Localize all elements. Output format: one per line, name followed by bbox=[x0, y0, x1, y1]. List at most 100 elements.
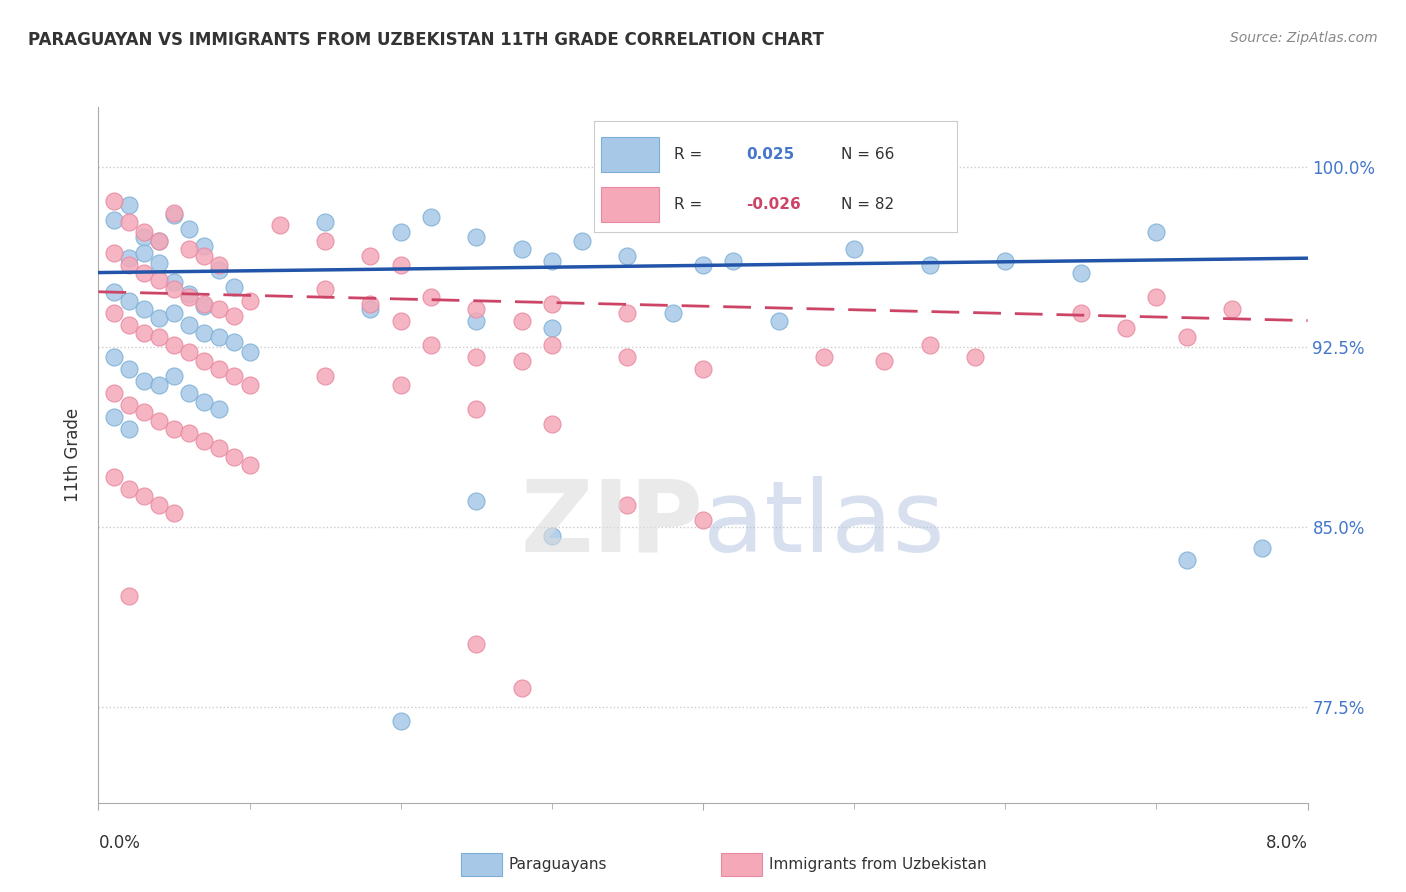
Point bbox=[193, 434, 215, 448]
Point bbox=[269, 218, 291, 232]
Point bbox=[163, 337, 186, 351]
Point bbox=[118, 215, 141, 229]
Point bbox=[118, 590, 141, 604]
Point bbox=[208, 259, 231, 273]
Point bbox=[179, 242, 201, 256]
Point bbox=[179, 385, 201, 400]
Point bbox=[132, 489, 155, 503]
Point bbox=[193, 395, 215, 409]
Point bbox=[148, 498, 170, 512]
Point bbox=[510, 313, 533, 327]
Text: ZIP: ZIP bbox=[520, 476, 703, 573]
Point bbox=[118, 361, 141, 376]
Point bbox=[179, 318, 201, 333]
Point bbox=[148, 414, 170, 428]
Point bbox=[1146, 225, 1168, 239]
Point bbox=[132, 229, 155, 244]
Point bbox=[616, 498, 638, 512]
Point bbox=[118, 482, 141, 496]
Point bbox=[692, 259, 714, 273]
Point bbox=[163, 282, 186, 296]
Point bbox=[118, 318, 141, 333]
Point bbox=[541, 253, 564, 268]
Text: PARAGUAYAN VS IMMIGRANTS FROM UZBEKISTAN 11TH GRADE CORRELATION CHART: PARAGUAYAN VS IMMIGRANTS FROM UZBEKISTAN… bbox=[28, 31, 824, 49]
Point bbox=[389, 225, 412, 239]
Point bbox=[813, 350, 835, 364]
Point bbox=[692, 361, 714, 376]
Point bbox=[132, 266, 155, 280]
Point bbox=[163, 306, 186, 320]
Point bbox=[1115, 320, 1137, 334]
Point bbox=[360, 297, 382, 311]
Point bbox=[103, 469, 125, 483]
Point bbox=[662, 306, 685, 320]
Text: Immigrants from Uzbekistan: Immigrants from Uzbekistan bbox=[769, 857, 987, 871]
Point bbox=[193, 354, 215, 368]
Point bbox=[692, 513, 714, 527]
Point bbox=[1070, 266, 1092, 280]
Point bbox=[389, 259, 412, 273]
Point bbox=[465, 301, 488, 316]
Point bbox=[616, 306, 638, 320]
Point bbox=[541, 337, 564, 351]
Point bbox=[179, 287, 201, 301]
Point bbox=[103, 194, 125, 208]
Point bbox=[541, 417, 564, 431]
Point bbox=[239, 378, 262, 392]
Point bbox=[1220, 301, 1243, 316]
Point bbox=[918, 337, 941, 351]
Point bbox=[179, 426, 201, 441]
Point bbox=[148, 235, 170, 249]
Point bbox=[163, 506, 186, 520]
Point bbox=[224, 450, 246, 465]
Point bbox=[224, 368, 246, 383]
Point bbox=[179, 289, 201, 303]
Point bbox=[571, 235, 593, 249]
Point bbox=[1146, 289, 1168, 303]
Point bbox=[314, 235, 336, 249]
Point bbox=[118, 398, 141, 412]
Point bbox=[224, 309, 246, 323]
Point bbox=[193, 326, 215, 340]
Point bbox=[179, 222, 201, 236]
Point bbox=[239, 458, 262, 472]
Text: Paraguayans: Paraguayans bbox=[509, 857, 607, 871]
Point bbox=[163, 208, 186, 222]
Point bbox=[208, 441, 231, 455]
Point bbox=[103, 306, 125, 320]
Point bbox=[208, 330, 231, 344]
Point bbox=[360, 301, 382, 316]
Point bbox=[1251, 541, 1274, 556]
Point bbox=[389, 378, 412, 392]
Text: 0.0%: 0.0% bbox=[98, 834, 141, 852]
Point bbox=[163, 368, 186, 383]
Point bbox=[208, 301, 231, 316]
Point bbox=[148, 378, 170, 392]
Point bbox=[465, 637, 488, 651]
Point bbox=[239, 294, 262, 309]
Point bbox=[360, 249, 382, 263]
Point bbox=[465, 313, 488, 327]
Point bbox=[465, 402, 488, 417]
Point bbox=[541, 529, 564, 543]
Point bbox=[118, 251, 141, 265]
Point bbox=[965, 350, 987, 364]
Point bbox=[844, 242, 866, 256]
Point bbox=[132, 301, 155, 316]
Point bbox=[510, 354, 533, 368]
Point bbox=[148, 311, 170, 326]
Point bbox=[616, 249, 638, 263]
Point bbox=[132, 246, 155, 260]
Point bbox=[208, 361, 231, 376]
Point bbox=[314, 282, 336, 296]
Point bbox=[873, 354, 896, 368]
Point bbox=[132, 326, 155, 340]
Point bbox=[118, 421, 141, 435]
Point bbox=[1175, 553, 1198, 567]
Point bbox=[193, 297, 215, 311]
Point bbox=[148, 235, 170, 249]
Point bbox=[118, 294, 141, 309]
Point bbox=[163, 421, 186, 435]
Point bbox=[994, 253, 1017, 268]
Y-axis label: 11th Grade: 11th Grade bbox=[65, 408, 83, 502]
